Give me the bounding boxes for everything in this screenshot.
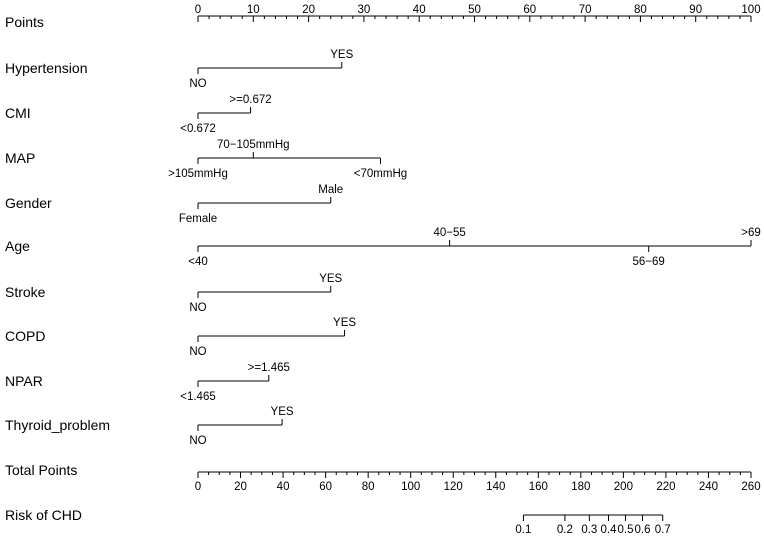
level-label-thyroid-problem-yes: YES <box>271 406 294 418</box>
level-label-age-40-55: 40−55 <box>433 227 465 239</box>
level-label-age-56-69: 56−69 <box>633 256 665 268</box>
points-tick-label-100: 100 <box>741 4 760 16</box>
total-points-tick-label-80: 80 <box>362 481 375 493</box>
risk-tick-label-0-5: 0.5 <box>618 524 634 536</box>
points-tick-label-50: 50 <box>468 4 481 16</box>
points-tick-label-90: 90 <box>689 4 702 16</box>
total-points-tick-label-120: 120 <box>444 481 463 493</box>
total-points-tick-label-100: 100 <box>401 481 420 493</box>
risk-tick-label-0-1: 0.1 <box>515 524 531 536</box>
level-label-age-69: >69 <box>741 227 761 239</box>
points-tick-label-10: 10 <box>247 4 260 16</box>
risk-tick-label-0-7: 0.7 <box>655 524 671 536</box>
total-points-tick-label-60: 60 <box>319 481 332 493</box>
total-points-tick-label-220: 220 <box>656 481 675 493</box>
points-tick-label-40: 40 <box>413 4 426 16</box>
level-label-npar-1-465: <1.465 <box>180 391 216 403</box>
points-tick-label-60: 60 <box>523 4 536 16</box>
total-points-tick-label-160: 160 <box>529 481 548 493</box>
risk-tick-label-0-4: 0.4 <box>600 524 617 536</box>
level-label-age-40: <40 <box>188 256 208 268</box>
variable-label-gender: Gender <box>5 195 52 211</box>
level-label-hypertension-yes: YES <box>330 49 353 61</box>
level-label-map-70-105mmhg: 70−105mmHg <box>217 139 290 151</box>
points-tick-label-70: 70 <box>579 4 592 16</box>
variable-label-hypertension: Hypertension <box>5 60 88 76</box>
level-label-thyroid-problem-no: NO <box>189 435 206 447</box>
points-tick-label-0: 0 <box>195 4 201 16</box>
level-label-gender-male: Male <box>318 184 343 196</box>
total-points-tick-label-140: 140 <box>486 481 505 493</box>
total-points-tick-label-20: 20 <box>234 481 247 493</box>
level-label-copd-yes: YES <box>333 317 356 329</box>
points-label: Points <box>5 14 44 30</box>
variable-label-cmi: CMI <box>5 105 31 121</box>
variable-label-copd: COPD <box>5 328 45 344</box>
level-label-cmi-0-672: <0.672 <box>180 123 216 135</box>
level-label-npar-1-465: >=1.465 <box>248 362 290 374</box>
level-label-gender-female: Female <box>179 213 217 225</box>
points-tick-label-30: 30 <box>358 4 371 16</box>
risk-tick-label-0-2: 0.2 <box>557 524 573 536</box>
variable-label-thyroid-problem: Thyroid_problem <box>5 417 110 433</box>
total-points-tick-label-200: 200 <box>614 481 633 493</box>
variable-label-map: MAP <box>5 150 35 166</box>
points-tick-label-80: 80 <box>634 4 647 16</box>
variable-label-age: Age <box>5 238 30 254</box>
total-points-label: Total Points <box>5 462 77 478</box>
total-points-tick-label-180: 180 <box>571 481 590 493</box>
total-points-tick-label-260: 260 <box>741 481 760 493</box>
level-label-hypertension-no: NO <box>189 78 206 90</box>
total-points-tick-label-240: 240 <box>699 481 718 493</box>
variable-label-stroke: Stroke <box>5 284 46 300</box>
risk-tick-label-0-6: 0.6 <box>635 524 651 536</box>
level-label-copd-no: NO <box>189 346 206 358</box>
level-label-map-105mmhg: >105mmHg <box>168 168 228 180</box>
level-label-cmi-0-672: >=0.672 <box>229 94 271 106</box>
variable-label-npar: NPAR <box>5 373 43 389</box>
level-label-stroke-no: NO <box>189 302 206 314</box>
risk-label: Risk of CHD <box>5 507 82 523</box>
total-points-tick-label-0: 0 <box>195 481 201 493</box>
points-tick-label-20: 20 <box>302 4 315 16</box>
risk-tick-label-0-3: 0.3 <box>581 524 597 536</box>
level-label-map-70mmhg: <70mmHg <box>354 168 407 180</box>
level-label-stroke-yes: YES <box>319 273 342 285</box>
total-points-tick-label-40: 40 <box>277 481 290 493</box>
